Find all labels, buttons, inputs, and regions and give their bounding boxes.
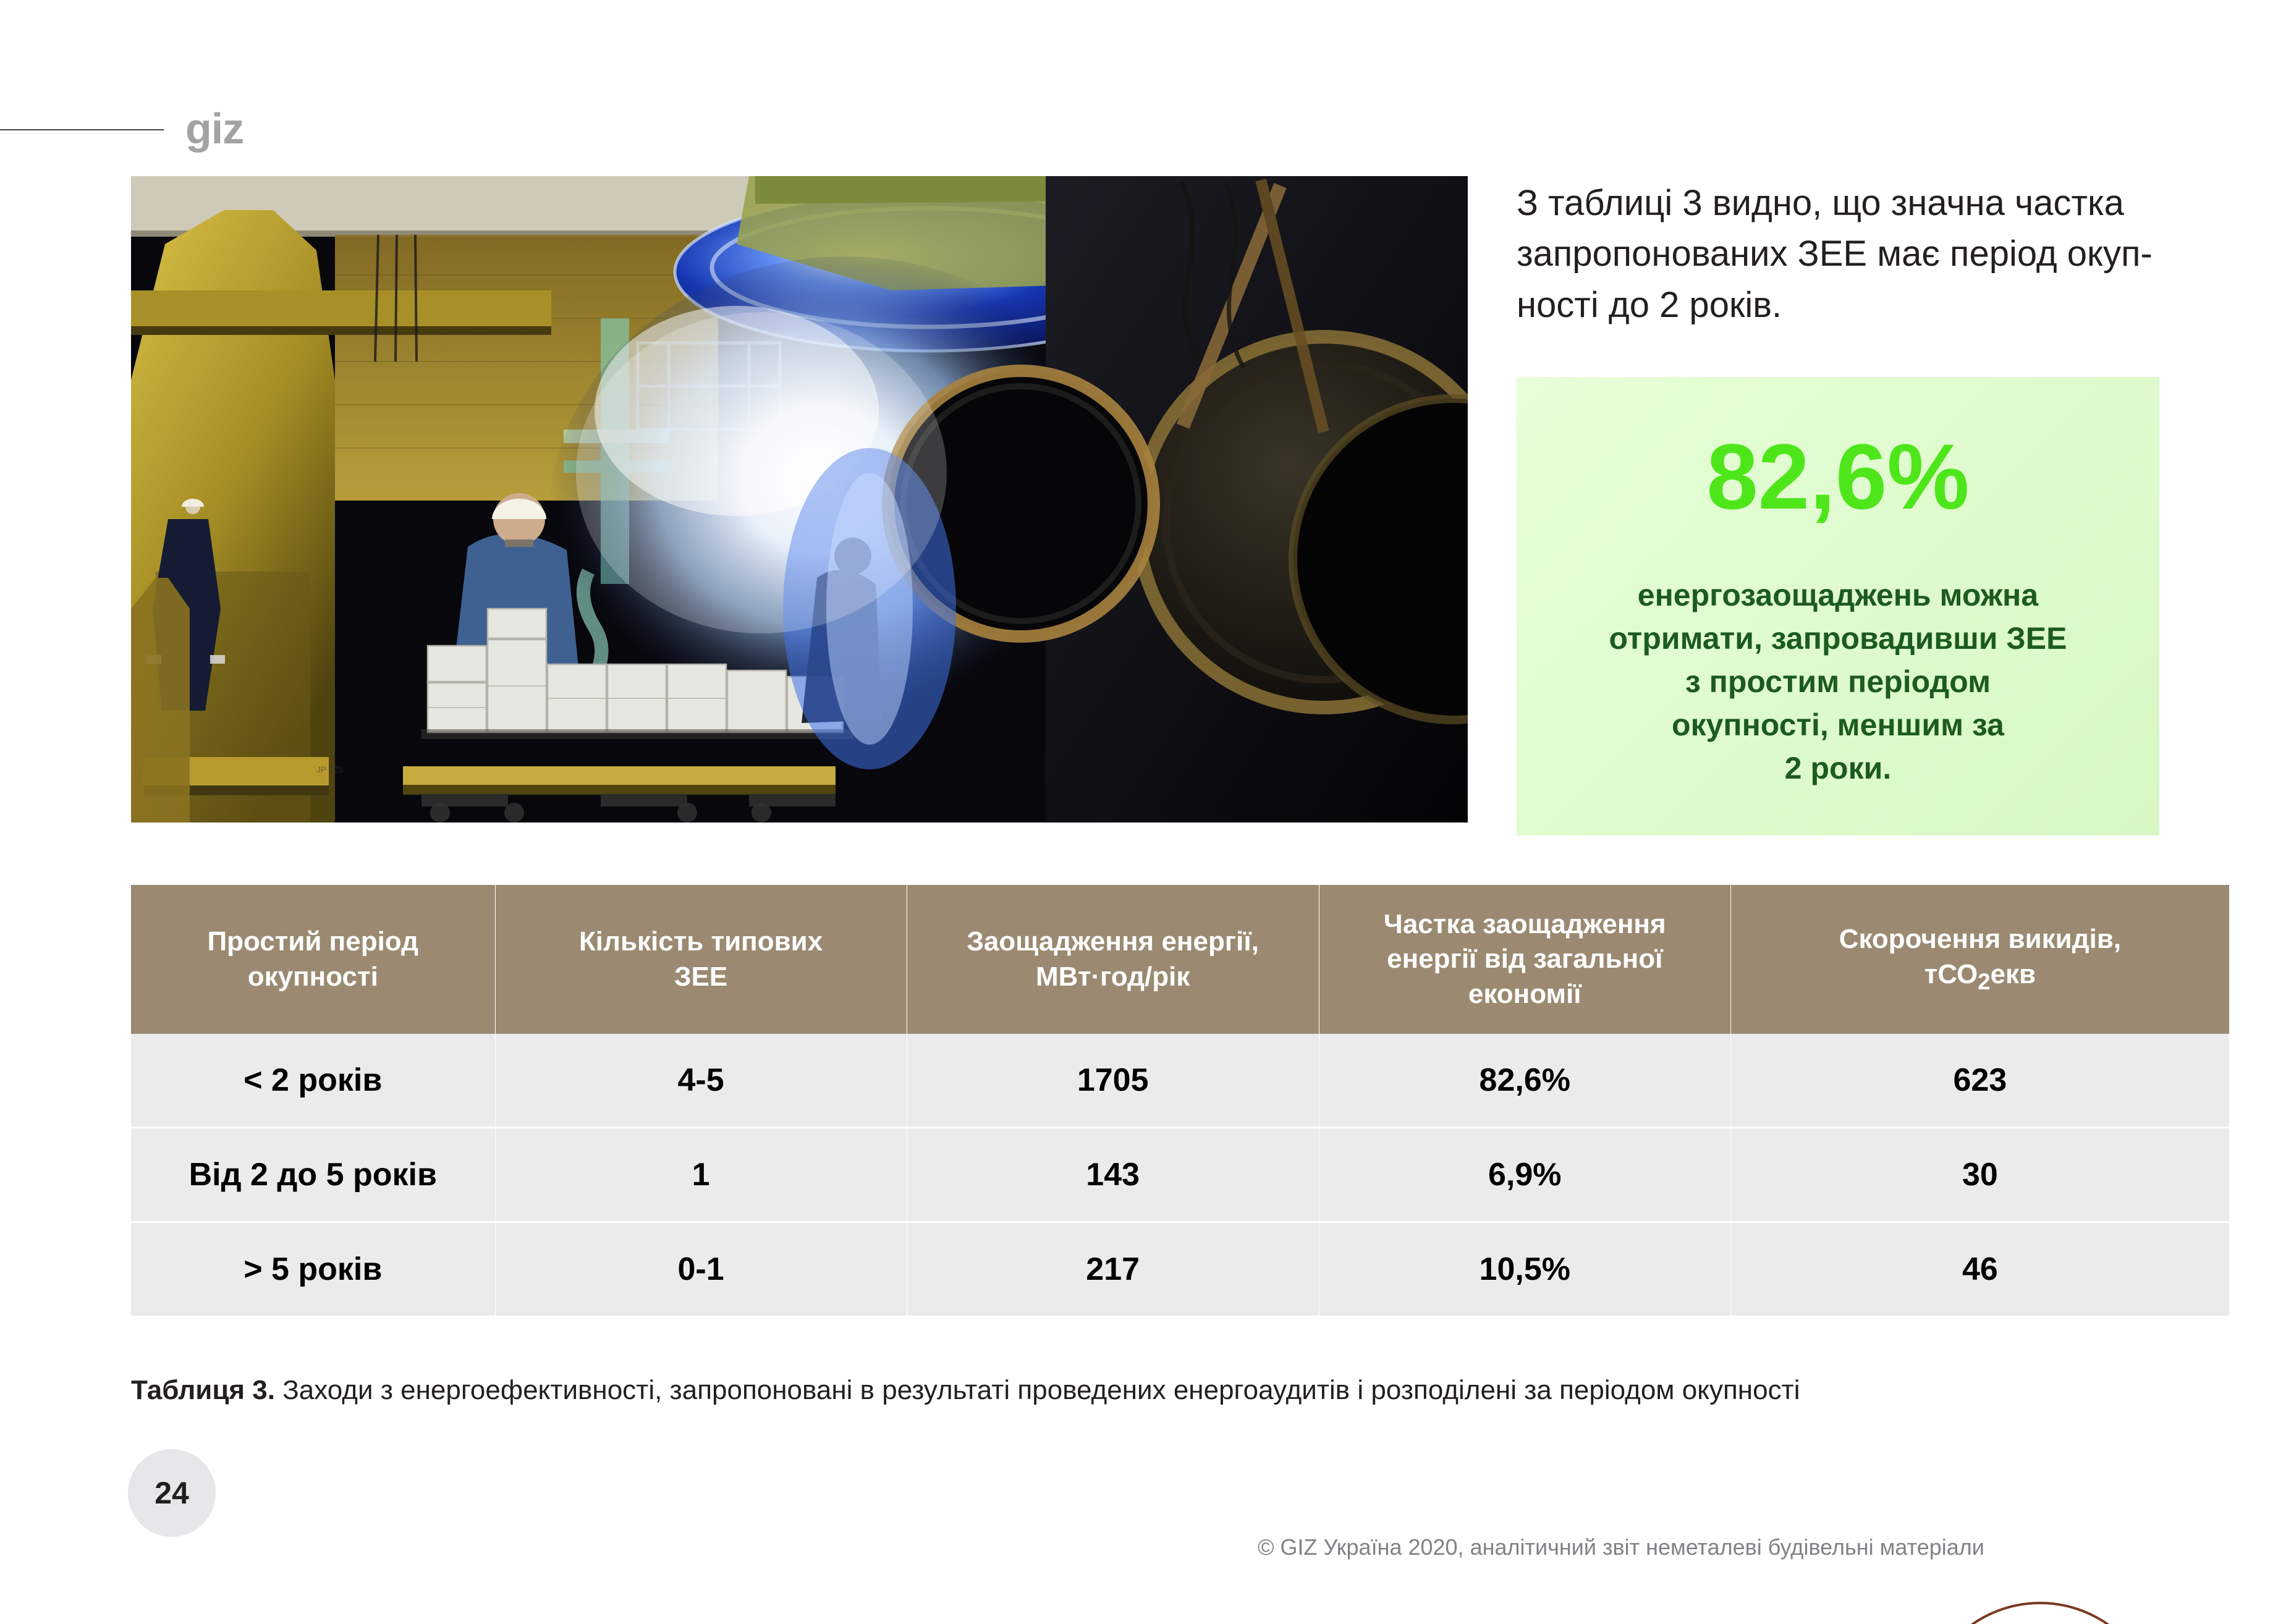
- svg-text:JP 225: JP 225: [316, 764, 344, 774]
